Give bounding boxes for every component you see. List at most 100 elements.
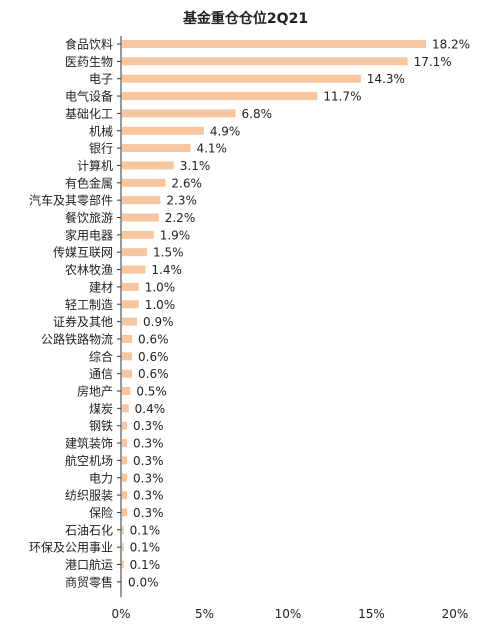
bar: [122, 248, 148, 257]
value-label: 1.0%: [145, 298, 176, 312]
x-tick-label: 0%: [111, 607, 130, 621]
category-label: 餐饮旅游: [65, 210, 113, 225]
category-label: 电子: [89, 72, 113, 86]
bar: [122, 282, 139, 291]
value-label: 11.7%: [323, 90, 361, 104]
category-label: 煤炭: [89, 402, 113, 416]
category-label: 建材: [89, 280, 113, 294]
bar: [122, 352, 133, 361]
bar: [122, 230, 154, 239]
bar: [122, 560, 124, 569]
category-label: 房地产: [77, 384, 113, 399]
value-label: 17.1%: [414, 55, 452, 69]
bar: [122, 543, 124, 552]
value-label: 0.0%: [128, 575, 159, 589]
value-label: 0.3%: [133, 419, 164, 433]
bar: [122, 126, 204, 135]
bar: [122, 473, 128, 482]
bar: [122, 57, 408, 66]
value-label: 6.8%: [242, 107, 273, 121]
category-label: 机械: [89, 123, 113, 138]
category-label: 航空机场: [65, 453, 113, 468]
category-label: 家用电器: [65, 227, 113, 242]
x-tick-label: 15%: [358, 607, 385, 621]
value-label: 3.1%: [180, 159, 211, 173]
value-label: 0.3%: [133, 506, 164, 520]
bar: [122, 196, 161, 205]
value-label: 0.6%: [138, 332, 169, 346]
bar: [122, 92, 318, 101]
category-label: 电力: [89, 471, 113, 485]
category-label: 电气设备: [65, 89, 113, 104]
value-label: 0.6%: [138, 367, 169, 381]
category-label: 纺织服装: [65, 489, 113, 503]
category-label: 钢铁: [89, 419, 113, 433]
category-label: 证券及其他: [53, 314, 113, 329]
bar: [122, 317, 138, 326]
category-label: 银行: [89, 142, 113, 156]
bar: [122, 144, 191, 153]
bar: [122, 387, 131, 395]
bar: [122, 334, 133, 343]
bar: [122, 161, 174, 170]
x-tick-label: 10%: [275, 607, 302, 621]
value-label: 2.3%: [166, 194, 197, 208]
value-label: 4.1%: [196, 142, 227, 156]
value-label: 2.2%: [165, 211, 196, 225]
value-label: 0.5%: [136, 385, 167, 399]
category-label: 公路铁路物流: [41, 331, 113, 346]
bar: [122, 525, 124, 534]
bar: [122, 213, 159, 222]
category-label: 轻工制造: [65, 298, 113, 312]
category-label: 食品饮料: [65, 37, 113, 52]
bar: [122, 508, 128, 517]
category-label: 有色金属: [65, 175, 113, 190]
value-label: 2.6%: [171, 176, 202, 190]
x-tick-label: 20%: [442, 607, 469, 621]
category-label: 汽车及其零部件: [29, 193, 113, 208]
value-label: 0.3%: [133, 437, 164, 451]
category-label: 综合: [89, 349, 113, 364]
bar: [122, 491, 128, 500]
value-label: 1.0%: [145, 280, 176, 294]
value-label: 18.2%: [432, 38, 470, 52]
bar: [122, 109, 236, 118]
bar: [122, 439, 128, 448]
category-label: 医药生物: [65, 55, 113, 69]
bar: [122, 456, 128, 465]
bar: [122, 265, 146, 274]
category-label: 传媒互联网: [53, 245, 113, 260]
value-label: 0.6%: [138, 350, 169, 364]
chart-title: 基金重仓仓位2Q21: [182, 11, 309, 27]
x-tick-label: 5%: [195, 607, 214, 621]
bar: [122, 300, 139, 309]
bar: [122, 40, 426, 48]
bar: [122, 404, 129, 413]
value-label: 0.1%: [130, 558, 161, 572]
category-label: 保险: [89, 505, 113, 520]
bar: [122, 421, 128, 430]
category-label: 基础化工: [65, 107, 113, 121]
bar: [122, 178, 166, 187]
category-label: 商贸零售: [65, 574, 113, 589]
value-label: 0.3%: [133, 489, 164, 503]
value-label: 0.3%: [133, 454, 164, 468]
category-label: 通信: [89, 367, 113, 381]
value-label: 0.9%: [143, 315, 174, 329]
category-label: 计算机: [77, 158, 113, 173]
category-label: 农林牧渔: [65, 263, 113, 277]
value-label: 0.3%: [133, 471, 164, 485]
value-label: 1.4%: [151, 263, 182, 277]
value-label: 4.9%: [210, 124, 241, 138]
category-label: 环保及公用事业: [29, 541, 113, 555]
value-label: 0.1%: [130, 541, 161, 555]
category-label: 建筑装饰: [65, 436, 113, 451]
category-label: 港口航运: [65, 557, 113, 572]
value-label: 1.5%: [153, 246, 184, 260]
value-label: 0.4%: [135, 402, 166, 416]
value-label: 1.9%: [160, 228, 191, 242]
value-label: 14.3%: [367, 72, 405, 86]
bar: [122, 74, 361, 83]
category-label: 石油石化: [65, 523, 113, 537]
